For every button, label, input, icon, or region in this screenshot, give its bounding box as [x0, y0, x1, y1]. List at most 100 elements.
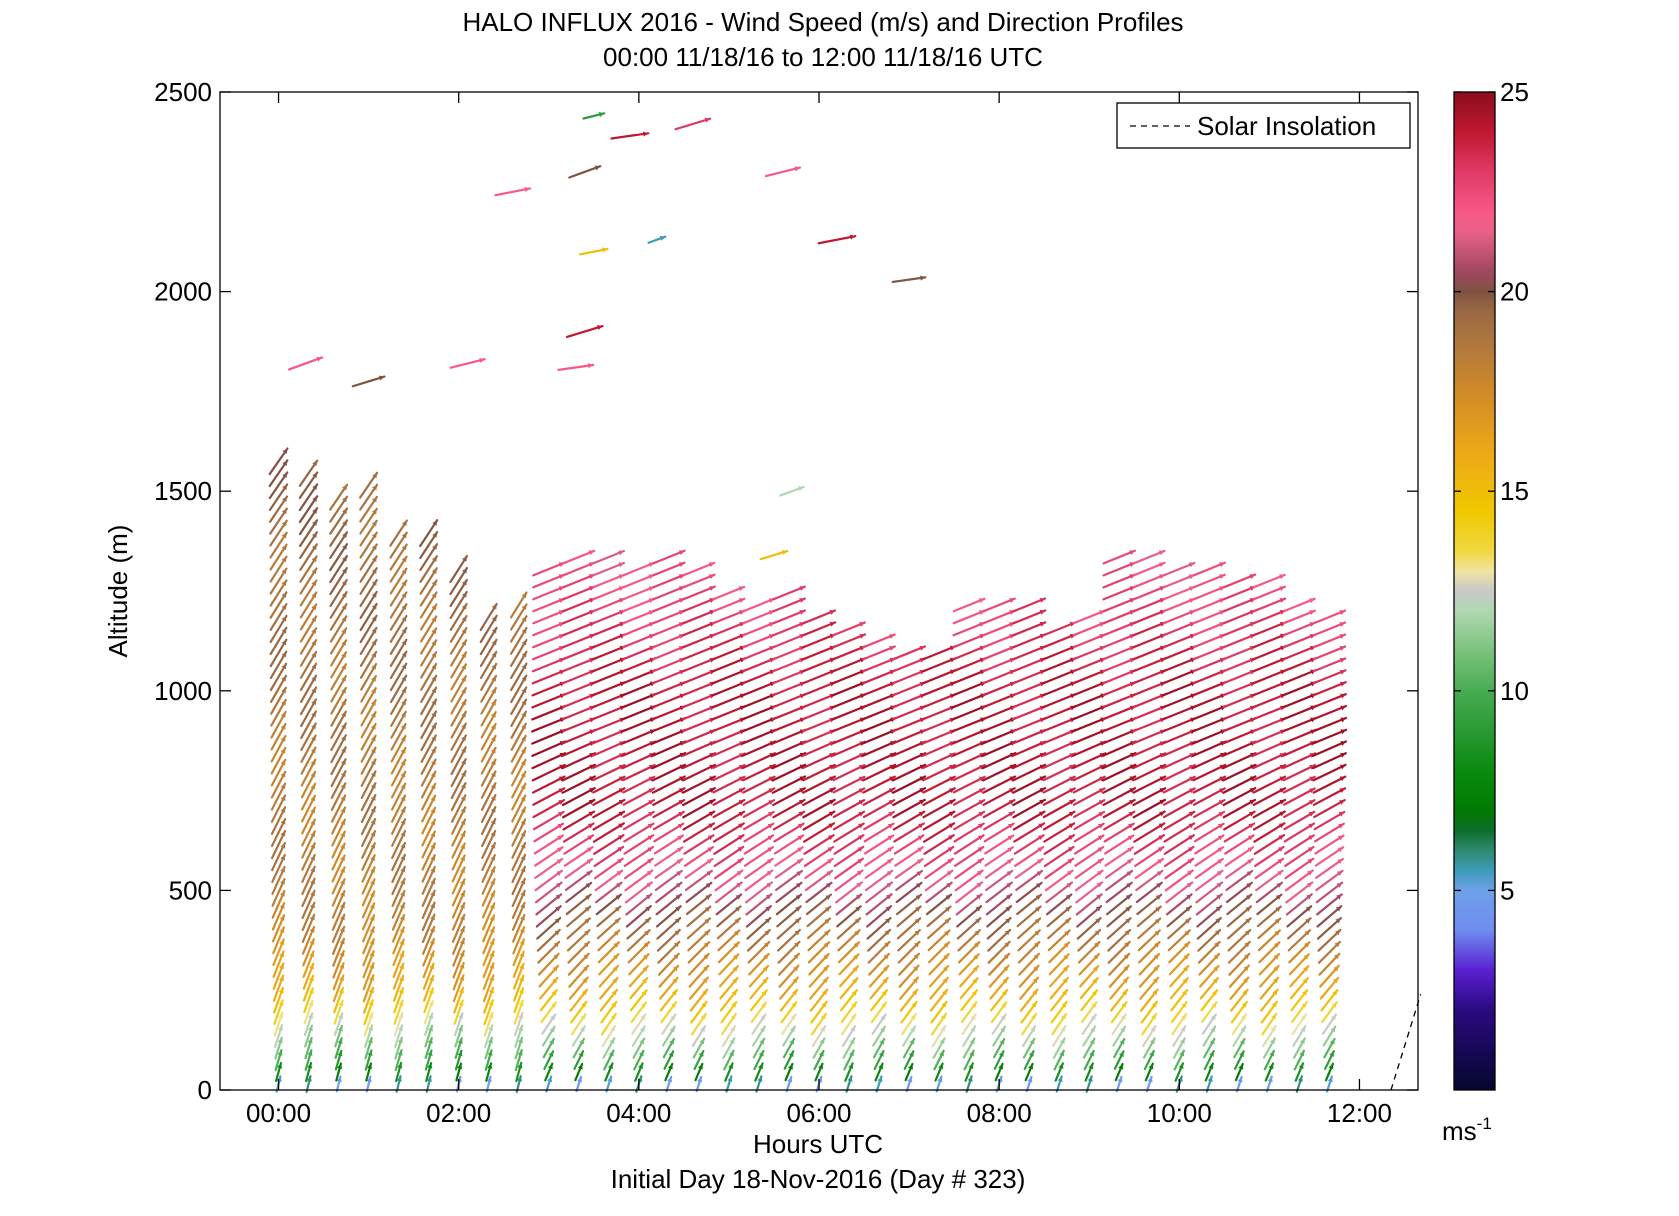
- colorbar-tick-label: 15: [1500, 476, 1529, 506]
- wind-arrow: [1252, 763, 1287, 782]
- wind-arrow: [1288, 941, 1311, 964]
- wind-arrow: [301, 877, 316, 908]
- wind-arrow: [393, 1011, 404, 1037]
- wind-arrow: [1312, 657, 1347, 673]
- wind-arrow: [809, 988, 829, 1012]
- wind-arrow: [420, 770, 437, 799]
- wind-arrow: [592, 787, 626, 806]
- wind-arrow: [332, 937, 346, 967]
- wind-arrow: [748, 952, 770, 976]
- wind-arrow: [1252, 775, 1287, 794]
- wind-arrow: [1317, 940, 1341, 964]
- wind-arrow: [510, 686, 528, 716]
- wind-arrow: [272, 926, 285, 955]
- wind-arrow: [269, 662, 288, 692]
- wind-arrow: [362, 926, 376, 955]
- wind-arrow: [845, 1075, 853, 1093]
- wind-arrow: [269, 555, 288, 583]
- wind-arrow: [531, 763, 566, 782]
- wind-arrow: [1042, 810, 1076, 831]
- wind-arrow: [272, 950, 285, 978]
- wind-arrow: [1020, 1000, 1038, 1024]
- wind-arrow: [451, 866, 466, 895]
- wind-arrow: [1226, 893, 1253, 916]
- wind-arrow: [1012, 787, 1047, 807]
- wind-arrow: [658, 964, 680, 988]
- wind-arrow: [1022, 1025, 1037, 1047]
- wind-arrow: [957, 941, 981, 964]
- wind-arrow: [420, 746, 437, 775]
- wind-arrow: [960, 989, 979, 1012]
- wind-arrow: [510, 698, 528, 727]
- wind-arrow: [364, 1024, 374, 1048]
- wind-arrow: [363, 986, 375, 1014]
- wind-arrow: [1261, 1012, 1278, 1036]
- wind-arrow: [928, 941, 951, 964]
- wind-arrow: [660, 1001, 678, 1024]
- wind-arrow: [514, 1024, 524, 1048]
- wind-arrow: [330, 758, 347, 788]
- wind-arrow: [1113, 1037, 1126, 1059]
- wind-arrow: [864, 869, 894, 892]
- wind-arrow: [899, 988, 919, 1012]
- wind-arrow: [270, 722, 287, 751]
- wind-arrow: [1105, 881, 1133, 904]
- wind-arrow: [1192, 573, 1226, 589]
- wind-arrow: [1080, 989, 1099, 1012]
- wind-arrow: [561, 787, 596, 807]
- wind-arrow: [360, 710, 377, 739]
- wind-arrow: [1316, 905, 1343, 928]
- wind-arrow: [393, 987, 405, 1014]
- wind-arrow: [985, 893, 1013, 916]
- wind-arrow: [712, 764, 746, 782]
- wind-arrow: [300, 782, 317, 811]
- wind-arrow: [862, 799, 896, 819]
- wind-arrow: [452, 925, 466, 955]
- wind-arrow: [1292, 1037, 1306, 1059]
- wind-arrow: [891, 275, 927, 284]
- wind-arrow: [481, 878, 496, 907]
- wind-arrow: [872, 1037, 886, 1059]
- wind-arrow: [772, 798, 806, 819]
- wind-arrow: [600, 1000, 618, 1024]
- wind-arrow: [421, 913, 436, 944]
- wind-arrow: [841, 1025, 857, 1048]
- wind-arrow: [330, 782, 347, 811]
- wind-arrow: [1019, 976, 1040, 1000]
- wind-arrow: [301, 794, 317, 823]
- wind-arrow: [419, 579, 438, 607]
- wind-arrow: [862, 763, 897, 782]
- wind-arrow: [905, 1075, 913, 1093]
- wind-arrow: [565, 324, 604, 339]
- wind-arrow: [303, 999, 314, 1025]
- wind-arrow: [839, 977, 859, 1000]
- wind-arrow: [359, 650, 378, 679]
- wind-arrow: [1265, 1075, 1273, 1093]
- wind-arrow: [533, 834, 564, 855]
- wind-arrow: [562, 549, 596, 565]
- wind-arrow: [901, 1013, 917, 1036]
- wind-arrow: [335, 1075, 342, 1093]
- wind-arrow: [623, 857, 654, 880]
- wind-arrow: [965, 1075, 973, 1093]
- wind-arrow: [420, 710, 438, 740]
- wind-arrow: [1202, 1025, 1217, 1047]
- x-tick-label: 04:00: [606, 1098, 671, 1128]
- wind-arrow: [359, 578, 378, 608]
- wind-arrow: [424, 1049, 433, 1071]
- wind-arrow: [922, 787, 956, 806]
- wind-arrow: [451, 806, 467, 835]
- wind-arrow: [450, 734, 467, 763]
- wind-arrow: [1312, 645, 1347, 661]
- wind-arrow: [1023, 1050, 1035, 1071]
- wind-arrow: [270, 806, 287, 835]
- wind-arrow: [653, 822, 685, 843]
- wind-arrow: [1137, 917, 1162, 940]
- wind-arrow: [985, 881, 1013, 904]
- wind-arrow: [1192, 763, 1227, 782]
- wind-arrow: [863, 810, 895, 831]
- wind-arrow: [485, 1062, 493, 1082]
- wind-arrow: [955, 881, 984, 904]
- wind-arrow: [750, 989, 768, 1012]
- wind-arrow: [1164, 869, 1194, 892]
